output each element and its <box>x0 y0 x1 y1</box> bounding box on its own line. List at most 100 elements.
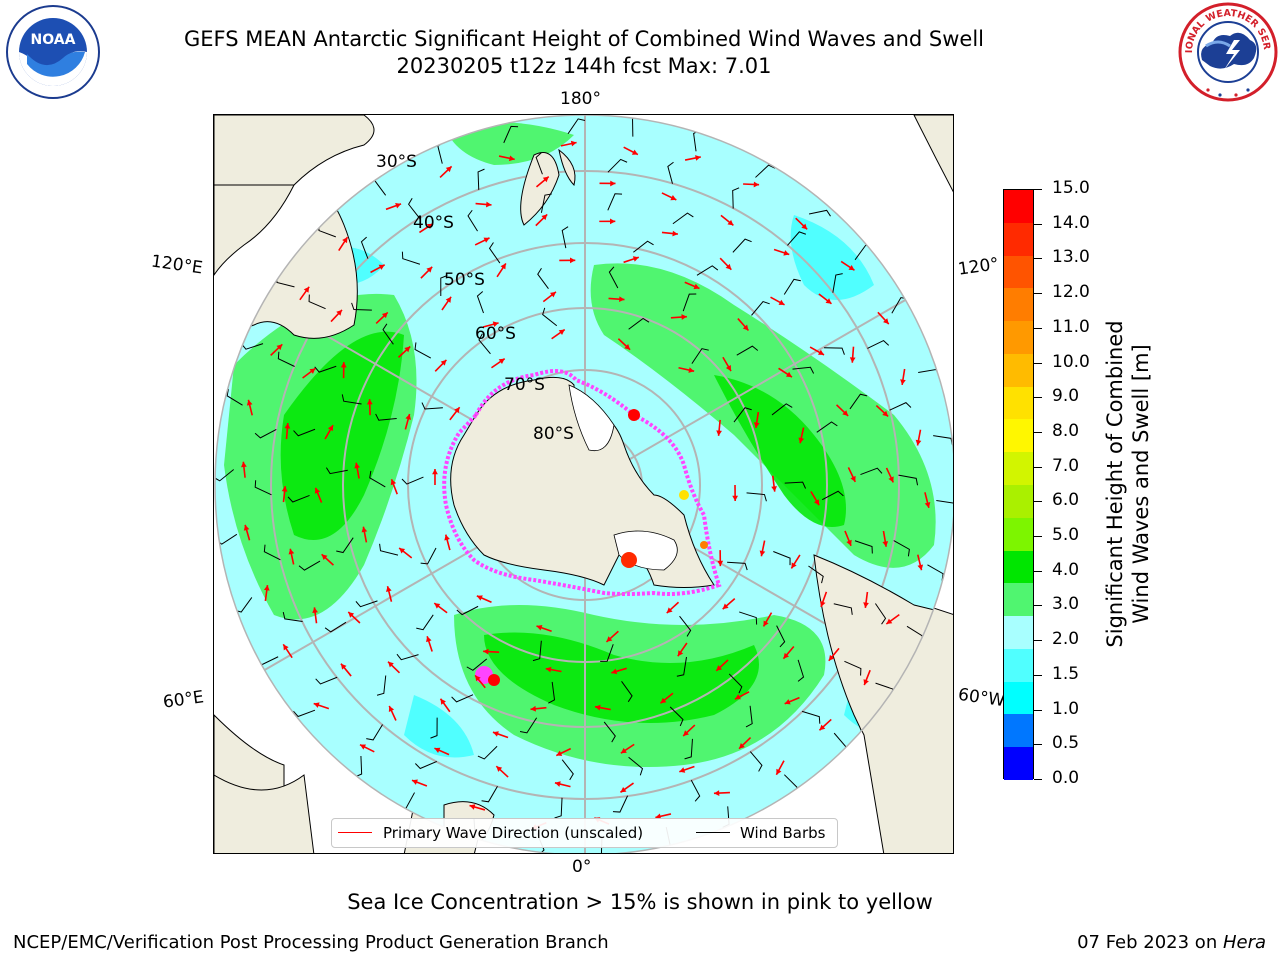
wind-barb <box>751 300 770 316</box>
wave-direction-arrowhead <box>288 548 295 555</box>
map-legend: Primary Wave Direction (unscaled) Wind B… <box>331 818 838 848</box>
colorbar-tick <box>1034 709 1042 711</box>
wave-direction-arrowhead <box>828 654 835 661</box>
wind-barb <box>889 402 912 411</box>
wind-barb <box>382 323 394 345</box>
wind-barb <box>254 480 272 496</box>
wind-barb <box>844 660 862 676</box>
wave-direction-arrowhead <box>361 526 368 533</box>
wind-barb-label: Wind Barbs <box>740 824 826 842</box>
wind-barb <box>824 347 845 355</box>
wave-direction-arrowhead <box>469 804 476 810</box>
wave-direction-arrowhead <box>849 357 856 363</box>
wind-barb <box>401 476 424 485</box>
colorbar-tick-label: 1.5 <box>1052 663 1080 684</box>
wave-direction-arrowhead <box>778 299 785 305</box>
colorbar-tick <box>1034 189 1042 190</box>
wave-direction-arrowhead <box>404 346 411 353</box>
wave-direction-arrowhead <box>725 263 732 270</box>
wind-barb <box>603 721 616 743</box>
wave-direction-arrowhead <box>611 668 618 675</box>
wave-direction-arrowhead <box>498 358 505 365</box>
wind-barb <box>854 540 873 554</box>
colorbar-segment <box>1004 714 1033 748</box>
wave-direction-arrowhead <box>241 461 247 468</box>
wind-barb <box>503 125 519 144</box>
wave-direction-arrowhead <box>725 365 732 372</box>
colorbar-segment <box>1004 583 1033 617</box>
wind-barb <box>691 348 709 364</box>
wave-direction-arrowhead <box>426 636 432 643</box>
wind-barb <box>298 560 321 571</box>
colorbar-segment <box>1004 419 1033 453</box>
wind-barb <box>745 705 753 728</box>
wind-barb <box>414 760 437 770</box>
wave-direction-arrowhead <box>536 625 543 631</box>
wave-direction-arrowhead <box>426 266 433 273</box>
wind-barb <box>254 429 277 439</box>
wind-barb <box>369 470 386 488</box>
wave-direction-arrowhead <box>483 237 490 243</box>
wave-direction-arrowhead <box>820 600 826 607</box>
wave-direction-arrowhead <box>388 661 394 668</box>
wave-direction-arrowhead <box>771 486 777 492</box>
colorbar-segment <box>1004 321 1033 355</box>
wind-barb <box>727 561 748 571</box>
colorbar-tick-label: 13.0 <box>1052 247 1090 268</box>
wave-direction-swatch <box>338 832 372 833</box>
footer-branch: NCEP/EMC/Verification Post Processing Pr… <box>13 932 609 953</box>
wave-direction-arrowhead <box>716 665 723 671</box>
sea-ice-edge <box>442 369 722 596</box>
wind-barb <box>488 242 501 264</box>
colorbar-tick <box>1034 362 1042 364</box>
wave-direction-arrowhead <box>882 541 889 547</box>
wave-direction-arrowhead <box>405 414 411 420</box>
colorbar-tick-label: 2.0 <box>1052 629 1080 650</box>
wave-direction-arrowhead <box>445 166 452 173</box>
wave-direction-arrowhead <box>359 744 366 750</box>
wind-barb <box>554 797 563 819</box>
wave-direction-arrowhead <box>246 399 253 406</box>
wave-direction-arrowhead <box>411 779 418 785</box>
wind-barb <box>832 273 843 293</box>
wind-barb <box>797 659 805 682</box>
wave-direction-arrowhead <box>813 499 820 506</box>
colorbar-segment <box>1004 222 1033 257</box>
wind-barb <box>561 226 569 249</box>
wave-direction-arrowhead <box>550 291 556 298</box>
colorbar-tick <box>1034 258 1042 260</box>
colorbar-segment <box>1004 255 1033 289</box>
wave-direction-arrowhead <box>496 766 503 772</box>
wave-direction-arrowhead <box>818 349 825 355</box>
colorbar-tick-label: 8.0 <box>1052 420 1080 441</box>
wave-direction-arrowhead <box>434 603 441 609</box>
sea-ice-caption: Sea Ice Concentration > 15% is shown in … <box>347 890 933 914</box>
wave-direction-arrowhead <box>863 679 869 686</box>
wave-direction-arrowhead <box>848 264 855 271</box>
wave-direction-arrowhead <box>569 257 576 264</box>
wind-barb <box>324 621 347 633</box>
wave-direction-arrowhead <box>660 697 667 704</box>
colorbar-tick-label: 12.0 <box>1052 282 1090 303</box>
colorbar-tick <box>1034 431 1042 433</box>
noaa-logo-text: NOAA <box>31 32 76 48</box>
wind-barb <box>733 407 752 423</box>
wave-direction-arrowhead <box>688 367 695 373</box>
chart-subtitle: 20230205 t12z 144h fcst Max: 7.01 <box>396 54 772 78</box>
wave-direction-arrowhead <box>542 176 549 183</box>
lon-label-upper-left: 120°E <box>149 251 204 279</box>
colorbar-tick <box>1034 466 1042 468</box>
colorbar-label-line1: Significant Height of Combined <box>1103 320 1127 648</box>
wind-barb <box>355 600 378 608</box>
wave-direction-arrowhead <box>742 324 749 331</box>
wind-barb <box>282 611 303 623</box>
colorbar-tick <box>1034 327 1042 329</box>
wind-barb <box>542 307 558 327</box>
wave-direction-arrowhead <box>492 731 499 737</box>
colorbar-label-line2: Wind Waves and Swell [m] <box>1129 344 1153 624</box>
wind-barb <box>607 193 623 211</box>
wind-barb <box>467 209 478 232</box>
wind-barb <box>341 394 362 405</box>
wave-direction-arrowhead <box>863 602 869 608</box>
wave-direction-arrowhead <box>606 636 613 642</box>
